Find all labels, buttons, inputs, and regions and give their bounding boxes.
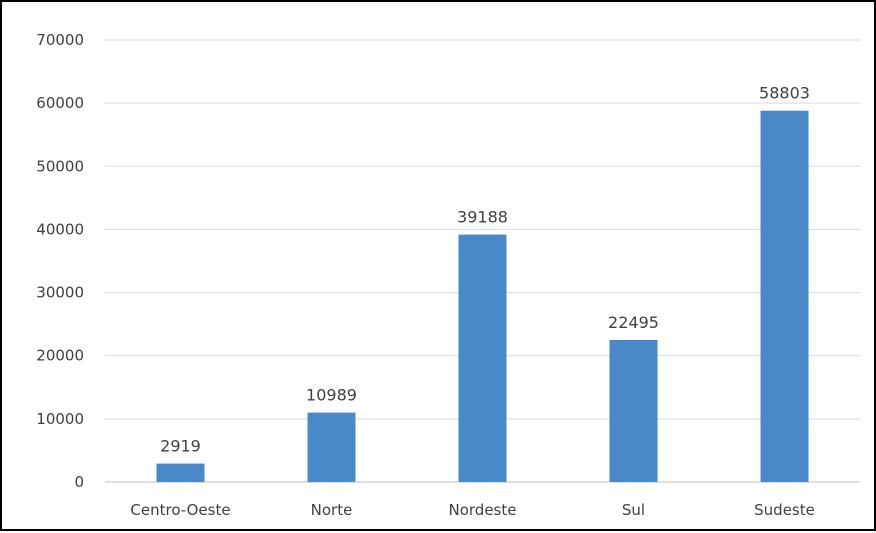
bars	[156, 110, 809, 483]
y-tick-label: 20000	[36, 347, 84, 365]
bar-norte	[307, 412, 356, 482]
y-axis-tick-labels: 0 10000 20000 30000 40000 50000 60000 70000	[36, 31, 84, 491]
data-label: 10989	[306, 386, 357, 405]
y-tick-label: 60000	[36, 94, 84, 112]
category-label: Centro-Oeste	[130, 501, 230, 519]
y-tick-label: 0	[74, 473, 84, 491]
category-label: Norte	[311, 501, 353, 519]
y-tick-label: 70000	[36, 31, 84, 49]
data-label: 58803	[759, 84, 810, 103]
data-label: 39188	[457, 208, 508, 227]
bar-sul	[609, 339, 658, 482]
data-label: 22495	[608, 313, 659, 332]
category-label: Sul	[622, 501, 645, 519]
category-label: Sudeste	[754, 501, 815, 519]
data-label: 2919	[160, 437, 201, 456]
category-label: Nordeste	[449, 501, 517, 519]
x-axis-category-labels: Centro-Oeste Norte Nordeste Sul Sudeste	[130, 501, 814, 519]
data-labels: 2919 10989 39188 22495 58803	[160, 84, 810, 456]
y-tick-label: 40000	[36, 220, 84, 238]
bar-sudeste	[760, 110, 809, 483]
bar-nordeste	[458, 234, 507, 482]
y-tick-label: 10000	[36, 410, 84, 428]
y-tick-label: 50000	[36, 157, 84, 175]
bar-centro-oeste	[156, 463, 205, 482]
y-tick-label: 30000	[36, 284, 84, 302]
